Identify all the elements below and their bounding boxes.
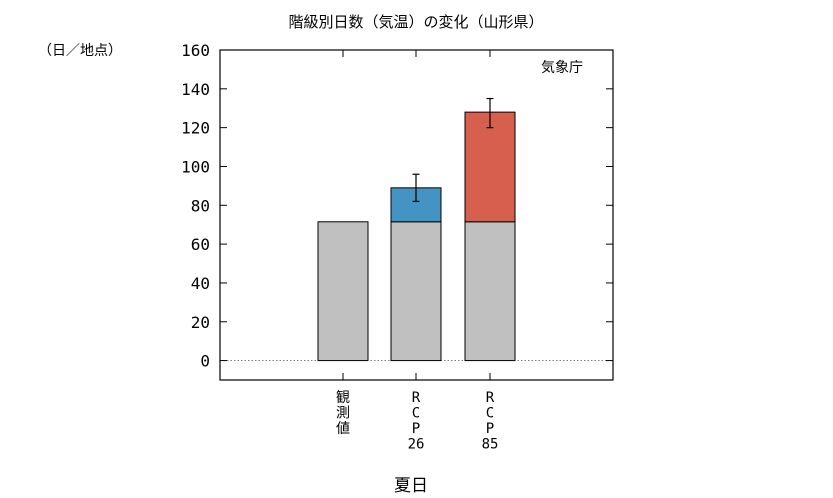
bar-base bbox=[317, 221, 369, 362]
bar-base bbox=[390, 221, 442, 362]
y-tick-label: 120 bbox=[181, 119, 210, 138]
y-tick-label: 80 bbox=[191, 196, 210, 215]
bar-base bbox=[464, 221, 516, 362]
plot-frame bbox=[219, 49, 614, 381]
source-label: 気象庁 bbox=[541, 60, 583, 76]
x-tick-label: C bbox=[412, 406, 420, 422]
bar-increase bbox=[464, 111, 516, 223]
chart-title: 階級別日数（気温）の変化（山形県） bbox=[288, 13, 543, 31]
x-tick-label: 値 bbox=[336, 421, 350, 437]
x-tick-label: P bbox=[486, 421, 494, 437]
y-tick-label: 160 bbox=[181, 41, 210, 60]
y-axis-label: （日／地点） bbox=[38, 43, 122, 59]
y-tick-label: 20 bbox=[191, 313, 210, 332]
x-tick-label: 26 bbox=[408, 437, 425, 453]
y-tick-label: 60 bbox=[191, 235, 210, 254]
x-tick-label: R bbox=[486, 390, 495, 406]
y-tick-label: 140 bbox=[181, 80, 210, 99]
x-tick-label: 観 bbox=[336, 389, 350, 406]
y-tick-label: 100 bbox=[181, 157, 210, 176]
x-tick-label: 85 bbox=[482, 437, 499, 453]
x-axis-label: 夏日 bbox=[394, 476, 428, 496]
x-tick-label: 測 bbox=[336, 406, 350, 422]
x-tick-label: C bbox=[486, 406, 494, 422]
x-tick-label: R bbox=[412, 390, 421, 406]
x-tick-label: P bbox=[412, 421, 420, 437]
y-tick-label: 0 bbox=[200, 352, 210, 371]
y-tick-label: 40 bbox=[191, 274, 210, 293]
